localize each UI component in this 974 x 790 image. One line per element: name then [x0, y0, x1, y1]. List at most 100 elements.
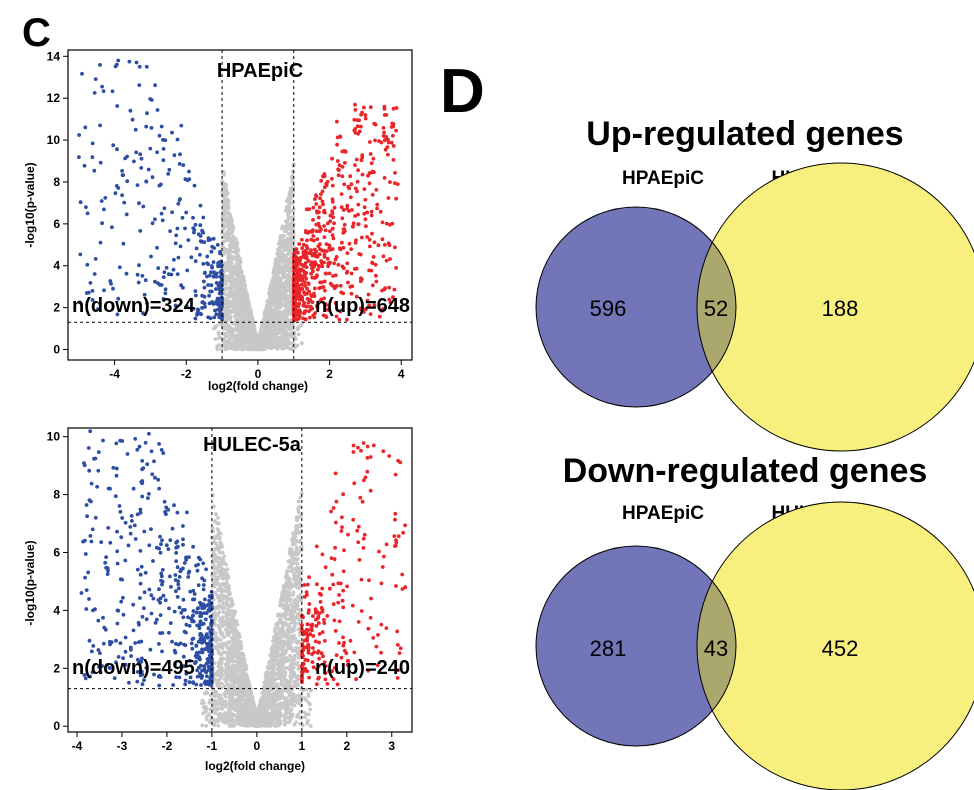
up-regulated-point — [394, 196, 399, 201]
not-significant-point — [291, 577, 296, 581]
not-significant-point — [212, 694, 217, 699]
down-regulated-point — [155, 150, 160, 155]
down-regulated-point — [168, 229, 173, 234]
up-regulated-point — [332, 205, 337, 210]
down-regulated-point — [167, 167, 172, 172]
down-regulated-point — [202, 285, 207, 290]
not-significant-point — [267, 291, 271, 295]
not-significant-point — [244, 291, 249, 295]
up-regulated-point — [325, 249, 329, 254]
up-regulated-point — [362, 205, 367, 210]
not-significant-point — [287, 259, 292, 264]
up-regulated-point — [320, 199, 325, 204]
not-significant-point — [214, 559, 219, 563]
not-significant-point — [269, 282, 274, 287]
down-regulated-point — [121, 241, 126, 246]
not-significant-point — [283, 263, 288, 268]
up-regulated-point — [339, 290, 344, 295]
down-regulated-point — [114, 62, 119, 67]
down-regulated-point — [133, 127, 138, 132]
up-regulated-point — [307, 309, 311, 314]
down-regulated-point — [174, 233, 179, 238]
down-regulated-point — [212, 270, 216, 274]
not-significant-point — [274, 298, 279, 302]
up-regulated-point — [380, 288, 384, 293]
not-significant-point — [222, 287, 227, 291]
up-regulated-point — [352, 117, 357, 122]
not-significant-point — [289, 190, 294, 195]
not-significant-point — [239, 310, 244, 315]
not-significant-point — [272, 279, 277, 283]
down-regulated-point — [144, 179, 149, 184]
not-significant-point — [284, 331, 289, 336]
up-regulated-point — [337, 168, 341, 173]
down-regulated-point — [176, 201, 181, 206]
down-regulated-point — [139, 166, 144, 170]
up-regulated-point — [322, 172, 327, 176]
up-regulated-point — [295, 274, 299, 279]
not-significant-point — [229, 216, 234, 221]
down-regulated-point — [219, 268, 224, 273]
not-significant-point — [291, 322, 295, 327]
not-significant-point — [295, 557, 300, 561]
not-significant-point — [224, 322, 229, 326]
up-regulated-point — [309, 248, 313, 253]
not-significant-point — [267, 299, 271, 304]
not-significant-point — [253, 332, 257, 337]
up-regulated-point — [323, 288, 327, 293]
up-regulated-point — [311, 265, 316, 269]
not-significant-point — [291, 239, 296, 244]
up-regulated-point — [373, 262, 378, 267]
not-significant-point — [256, 341, 260, 346]
not-significant-point — [295, 661, 300, 665]
not-significant-point — [294, 561, 299, 566]
up-regulated-point — [370, 169, 375, 174]
down-regulated-point — [157, 183, 162, 188]
not-significant-point — [211, 549, 216, 554]
up-regulated-point — [330, 247, 335, 251]
up-regulated-point — [319, 192, 323, 197]
not-significant-point — [273, 331, 277, 335]
not-significant-point — [230, 719, 235, 724]
down-regulated-point — [92, 91, 97, 95]
down-regulated-point — [110, 89, 115, 94]
not-significant-point — [265, 305, 270, 310]
down-regulated-point — [183, 226, 187, 231]
not-significant-point — [288, 311, 293, 316]
not-significant-point — [235, 258, 239, 263]
up-regulated-point — [336, 173, 341, 178]
up-regulated-point — [349, 247, 354, 252]
not-significant-point — [288, 265, 292, 270]
not-significant-point — [223, 699, 228, 704]
not-significant-point — [224, 657, 229, 662]
down-regulated-point — [136, 280, 141, 285]
up-regulated-point — [342, 222, 347, 227]
down-regulated-point — [142, 292, 147, 297]
up-regulated-point — [362, 105, 366, 110]
up-regulated-point — [384, 258, 389, 263]
down-regulated-point — [209, 270, 213, 275]
not-significant-point — [235, 336, 240, 341]
up-regulated-point — [316, 215, 321, 220]
not-significant-point — [246, 299, 250, 304]
up-regulated-point — [394, 106, 399, 110]
down-regulated-point — [124, 212, 129, 217]
up-regulated-point — [319, 178, 323, 183]
down-regulated-point — [156, 281, 160, 286]
down-regulated-point — [116, 58, 121, 63]
up-regulated-point — [369, 213, 374, 218]
not-significant-point — [223, 334, 228, 339]
not-significant-point — [292, 542, 297, 547]
down-regulated-point — [111, 286, 115, 291]
down-regulated-point — [198, 223, 203, 228]
down-regulated-point — [194, 293, 198, 298]
up-regulated-point — [385, 145, 390, 150]
not-significant-point — [223, 216, 228, 221]
down-regulated-point — [170, 210, 175, 215]
not-significant-point — [232, 633, 237, 638]
up-regulated-point — [316, 244, 321, 249]
up-regulated-point — [376, 243, 381, 248]
up-regulated-point — [307, 289, 312, 294]
down-regulated-point — [175, 272, 180, 276]
not-significant-point — [299, 513, 304, 518]
